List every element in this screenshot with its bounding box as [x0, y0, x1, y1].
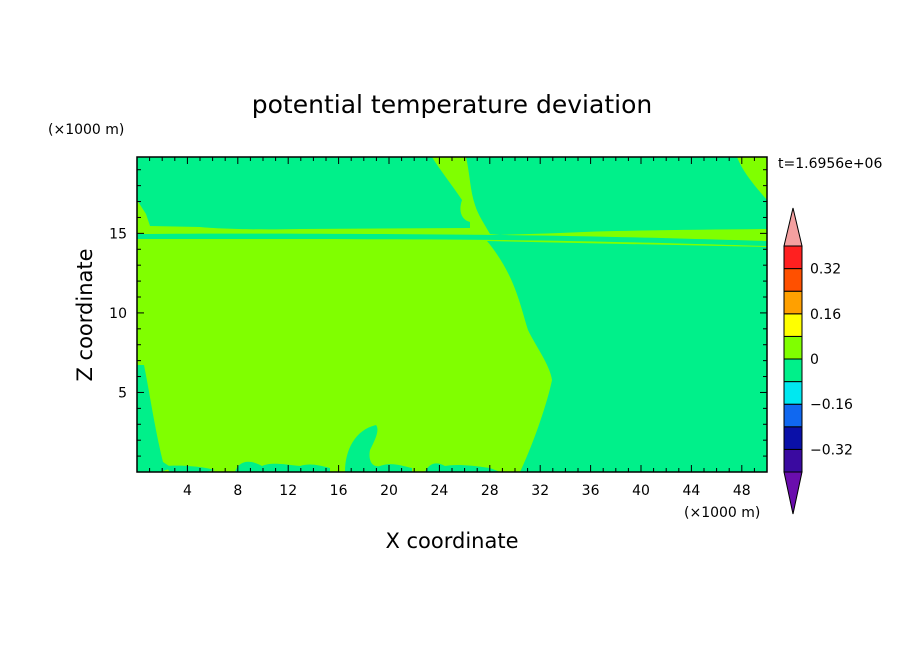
region-cool-4 — [487, 241, 767, 472]
x-tick-label: 16 — [330, 483, 348, 499]
region-cool-7 — [235, 461, 330, 472]
region-cool-2 — [466, 157, 767, 235]
region-cool-11 — [730, 459, 767, 472]
colorbar-box — [783, 426, 803, 450]
colorbar-box — [783, 245, 803, 270]
colorbar-box — [783, 335, 803, 360]
x-tick-label: 28 — [481, 483, 499, 499]
colorbar-tick-label: −0.32 — [810, 442, 853, 458]
region-cool-3 — [137, 233, 767, 246]
y-tick-label: 10 — [109, 306, 127, 322]
x-tick-label: 44 — [682, 483, 700, 499]
x-tick-label: 36 — [582, 483, 600, 499]
y-tick-label: 15 — [109, 226, 127, 242]
colorbar-tick-label: 0.16 — [810, 307, 841, 323]
colorbar-box — [783, 448, 803, 473]
x-axis-label: X coordinate — [385, 529, 518, 553]
y-unit-label: (×1000 m) — [48, 122, 124, 138]
time-label: t=1.6956e+06 — [778, 156, 882, 172]
region-cool-1 — [137, 157, 470, 230]
x-tick-label: 8 — [233, 483, 242, 499]
x-tick-label: 4 — [183, 483, 192, 499]
colorbar-upper-triangle — [783, 207, 803, 247]
colorbar-tick-label: 0.32 — [810, 262, 841, 278]
colorbar-box — [783, 358, 803, 383]
colorbar-lower-triangle — [783, 471, 803, 515]
region-cool-5 — [137, 365, 172, 472]
colorbar: 0.32 0.16 0 −0.16 −0.32 — [783, 207, 853, 515]
region-cool-10 — [685, 459, 718, 472]
plot-area — [137, 157, 767, 472]
x-tick-label: 20 — [380, 483, 398, 499]
y-tick-label: 5 — [118, 385, 127, 401]
region-cool-9 — [425, 463, 500, 472]
chart-title: potential temperature deviation — [252, 90, 652, 119]
colorbar-tick-label: 0 — [810, 352, 819, 368]
colorbar-box — [783, 403, 803, 428]
colorbar-tick-label: −0.16 — [810, 397, 853, 413]
x-tick-label: 40 — [632, 483, 650, 499]
colorbar-box — [783, 381, 803, 405]
colorbar-box — [783, 268, 803, 292]
x-tick-label: 48 — [733, 483, 751, 499]
x-tick-label: 12 — [279, 483, 297, 499]
region-cool-8 — [345, 425, 412, 472]
x-tick-label: 24 — [430, 483, 448, 499]
x-tick-label: 32 — [531, 483, 549, 499]
y-axis-label: Z coordinate — [73, 248, 97, 381]
region-cool-6 — [165, 465, 215, 472]
colorbar-box — [783, 313, 803, 337]
x-unit-label: (×1000 m) — [684, 505, 760, 521]
colorbar-box — [783, 290, 803, 315]
